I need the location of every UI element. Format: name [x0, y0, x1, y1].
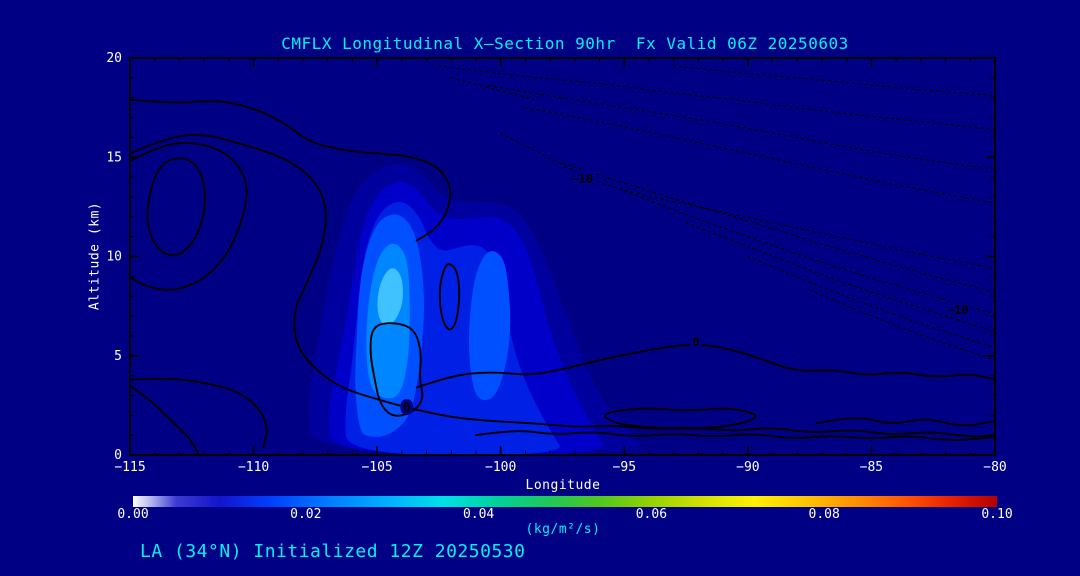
contour-line-dashed	[808, 289, 995, 361]
x-tick-label: −90	[736, 460, 759, 475]
contour-line-solid	[369, 322, 424, 417]
y-tick-label: 15	[106, 150, 122, 165]
contour-line-dashed	[438, 65, 995, 131]
contour-line-solid	[438, 263, 461, 331]
contour-line-dashed	[685, 222, 995, 333]
contour-line-layer	[130, 65, 995, 455]
colorbar	[133, 496, 997, 507]
contour-line-solid	[130, 98, 452, 242]
colorbar-tick-label: 0.00	[117, 507, 148, 522]
contour-line-solid	[146, 157, 206, 257]
contour-line-solid	[130, 384, 201, 455]
contour-line-solid	[475, 430, 995, 441]
contour-line-solid	[130, 133, 995, 438]
filled-contour	[468, 251, 511, 401]
x-tick-label: −100	[485, 460, 516, 475]
contour-line-solid	[130, 141, 248, 291]
colorbar-tick-label: 0.06	[636, 507, 667, 522]
x-tick-label: −110	[238, 460, 269, 475]
x-tick-label: −115	[114, 460, 145, 475]
contour-line-solid	[816, 417, 995, 427]
x-tick-label: −95	[613, 460, 636, 475]
contour-line-dashed	[487, 85, 995, 170]
colorbar-tick-label: 0.04	[463, 507, 494, 522]
y-tick-label: 0	[114, 448, 122, 463]
colorbar-tick-label: 0.02	[290, 507, 321, 522]
init-label: LA (34°N) Initialized 12Z 20250530	[140, 541, 526, 562]
contour-label: −10	[571, 172, 593, 186]
contour-line-dashed	[524, 106, 995, 204]
filled-contour-layer	[309, 163, 641, 455]
contour-line-solid	[415, 344, 995, 389]
plot-frame	[129, 57, 996, 456]
contour-label: −10	[947, 303, 969, 317]
contour-line-dashed	[500, 132, 995, 270]
filled-contour	[377, 268, 403, 325]
colorbar-units: (kg/m²/s)	[525, 522, 601, 537]
x-tick-label: −85	[860, 460, 883, 475]
x-tick-label: −80	[983, 460, 1006, 475]
contour-label: 0	[692, 335, 699, 349]
x-tick-label: −105	[361, 460, 392, 475]
colorbar-tick-label: 0.10	[981, 507, 1012, 522]
contour-label: 0	[403, 400, 410, 414]
y-tick-label: 10	[106, 250, 122, 265]
contour-line-dashed	[747, 255, 995, 349]
contour-line-dashed	[673, 65, 995, 97]
contour-line-dashed	[450, 77, 536, 101]
colorbar-tick-label: 0.08	[809, 507, 840, 522]
contour-line-solid	[604, 407, 757, 430]
contour-line-solid	[130, 377, 268, 449]
y-tick-label: 20	[106, 51, 122, 66]
y-tick-label: 5	[114, 349, 122, 364]
plot-title: CMFLX Longitudinal X—Section 90hr Fx Val…	[281, 34, 849, 53]
contour-line-dashed	[561, 162, 995, 293]
y-axis-label: Altitude (km)	[87, 201, 103, 311]
x-axis-label: Longitude	[525, 478, 601, 493]
